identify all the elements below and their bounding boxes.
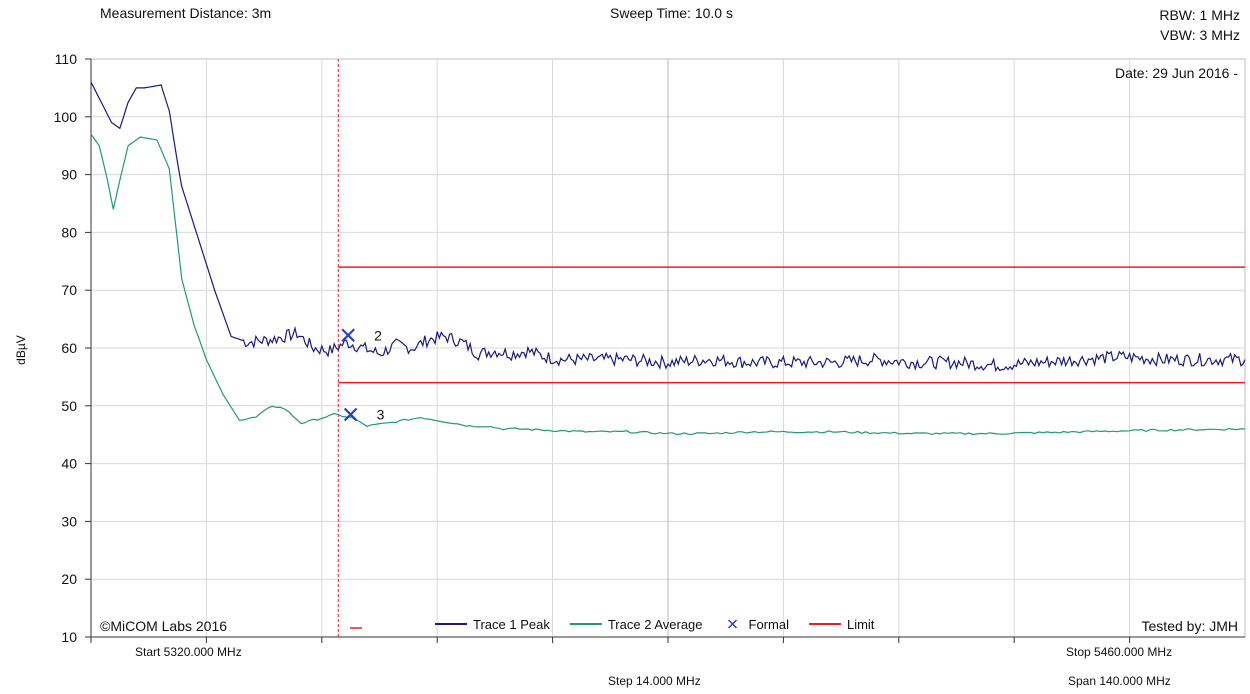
sweep-time: Sweep Time: 10.0 s [610, 5, 733, 21]
stop-frequency: Stop 5460.000 MHz [1066, 645, 1173, 659]
marker-3-label: 3 [377, 406, 385, 422]
trace-2-average-line [90, 133, 1245, 436]
vbw-label: VBW: 3 MHz [1160, 27, 1240, 43]
markers: 23 [341, 327, 385, 422]
y-tick-label: 20 [61, 571, 77, 587]
legend-trace-2-average-label: Trace 2 Average [608, 617, 703, 632]
legend: Trace 1 Peak Trace 2 Average Formal Limit [350, 617, 875, 632]
y-tick-label: 90 [61, 167, 77, 183]
step-frequency: Step 14.000 MHz [608, 674, 701, 688]
y-tick-label: 10 [61, 629, 77, 645]
tested-by-label: Tested by: JMH [1142, 618, 1238, 634]
trace-1-peak-line [90, 81, 1246, 373]
y-tick-label: 40 [61, 456, 77, 472]
legend-formal-label: Formal [749, 617, 790, 632]
marker-2-label: 2 [374, 327, 382, 343]
limit-lines [337, 59, 1245, 637]
start-frequency: Start 5320.000 MHz [135, 645, 242, 659]
measurement-distance: Measurement Distance: 3m [100, 5, 272, 21]
traces [90, 81, 1246, 436]
legend-formal-swatch [727, 619, 738, 629]
grid [91, 59, 1245, 637]
bandwidth-info: RBW: 1 MHz VBW: 3 MHz [1159, 5, 1240, 45]
y-tick-label: 110 [55, 51, 78, 67]
y-tick-label: 60 [61, 340, 77, 356]
y-tick-label: 100 [54, 109, 78, 125]
span-frequency: Span 140.000 MHz [1068, 674, 1171, 688]
rbw-label: RBW: 1 MHz [1159, 7, 1240, 23]
y-tick-label: 80 [61, 224, 77, 240]
y-tick-label: 70 [61, 282, 77, 298]
copyright-label: ©MiCOM Labs 2016 [100, 618, 227, 634]
marker-3-symbol [343, 407, 358, 422]
y-tick-label: 30 [61, 513, 77, 529]
legend-trace-1-peak-label: Trace 1 Peak [473, 617, 550, 632]
legend-limit-label: Limit [847, 617, 875, 632]
marker-2-symbol [341, 328, 355, 343]
date-label: Date: 29 Jun 2016 - [1115, 65, 1238, 81]
axes: 10 20 30 40 50 60 70 80 90 100 110 [54, 51, 1245, 645]
y-tick-label: 50 [61, 398, 77, 414]
